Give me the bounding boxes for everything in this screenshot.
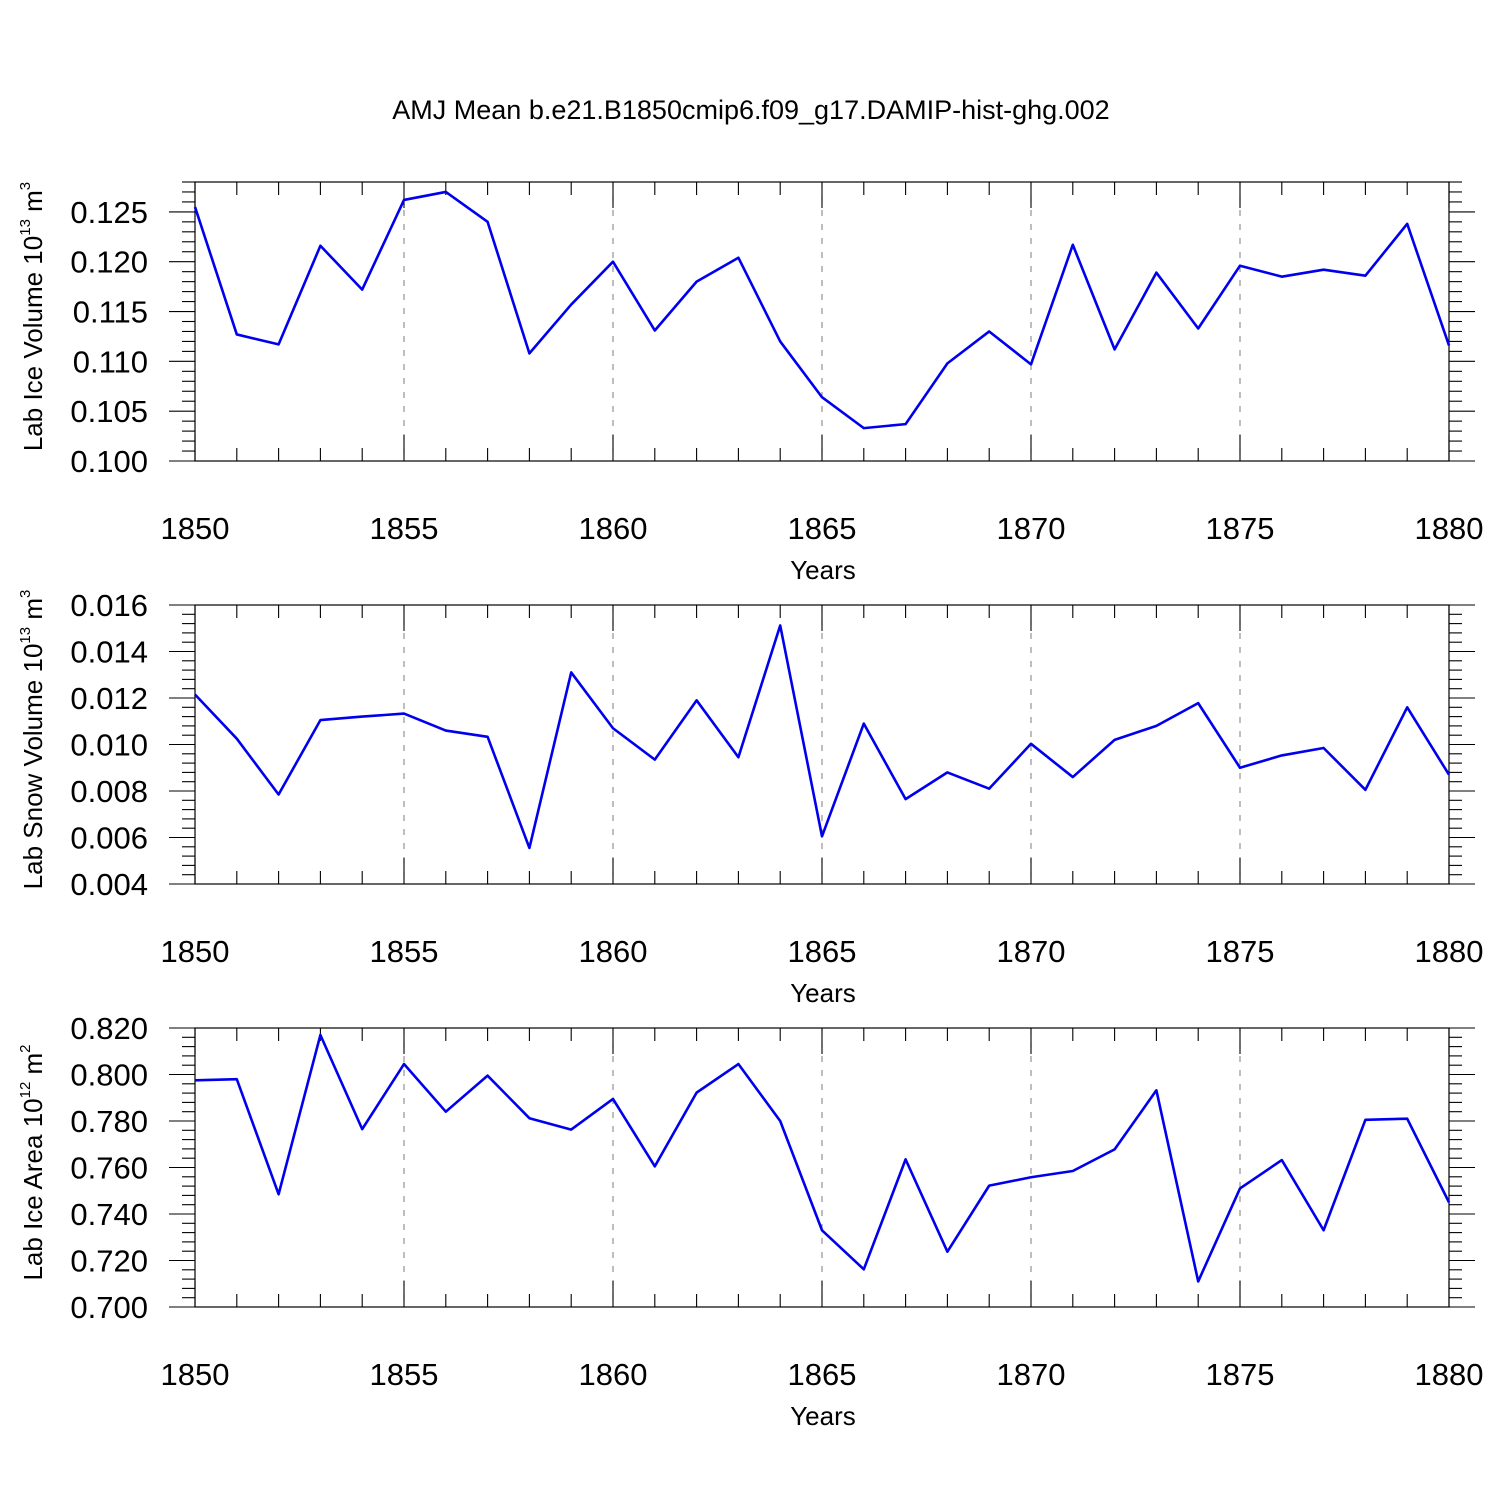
figure-title: AMJ Mean b.e21.B1850cmip6.f09_g17.DAMIP-… [392,95,1109,125]
x-tick-label: 1865 [788,511,857,546]
x-axis-label: Years [790,1401,856,1431]
y-tick-label: 0.125 [70,195,148,230]
x-tick-label: 1870 [997,1357,1066,1392]
y-tick-label: 0.740 [70,1197,148,1232]
y-tick-label: 0.820 [70,1011,148,1046]
x-tick-label: 1880 [1415,934,1484,969]
panels: 0.100 0.105 0.110 0.115 0.120 0.125 1850 1855 18… [17,181,1484,1431]
y-axis-label-exponent: 13 [17,219,34,236]
y-tick-label: 0.780 [70,1104,148,1139]
x-tick-label: 1850 [161,934,230,969]
x-tick-label: 1865 [788,934,857,969]
x-tick-label: 1860 [579,934,648,969]
y-tick-label: 0.800 [70,1058,148,1093]
x-tick-label: 1880 [1415,1357,1484,1392]
x-tick-label: 1855 [370,511,439,546]
y-axis-label-unit: m [18,598,48,627]
y-tick-label: 0.760 [70,1151,148,1186]
y-axis-label-exponent: 13 [17,627,34,644]
y-axis-label-text: Lab Ice Volume 10 [18,236,48,451]
y-tick-label: 0.012 [70,681,148,716]
y-tick-label: 0.120 [70,245,148,280]
y-tick-label: 0.006 [70,821,148,856]
y-axis-label-text: Lab Snow Volume 10 [18,644,48,890]
x-tick-label: 1875 [1206,511,1275,546]
x-tick-label: 1865 [788,1357,857,1392]
x-tick-label: 1875 [1206,934,1275,969]
y-axis-label-unit: m [18,190,48,219]
y-axis-label-unit-exponent: 3 [17,590,34,598]
chart-panel-2: 0.004 0.006 0.008 0.010 0.012 0.014 0.016 1850 1… [17,588,1483,1008]
y-tick-label: 0.720 [70,1244,148,1279]
plot-frame [194,604,1450,885]
x-tick-label: 1870 [997,934,1066,969]
y-axis-label: Lab Ice Area 1012 m2 [17,1044,48,1280]
chart-panel-1: 0.100 0.105 0.110 0.115 0.120 0.125 1850 1855 18… [17,181,1484,585]
y-tick-label: 0.105 [70,394,148,429]
plot-frame [194,1027,1450,1308]
y-axis-label: Lab Snow Volume 1013 m3 [17,590,48,890]
chart-panel-3: 0.700 0.720 0.740 0.760 0.780 0.800 0.820 1850 1… [17,1011,1483,1431]
y-axis-label-unit: m [18,1053,48,1082]
y-tick-label: 0.016 [70,588,148,623]
y-tick-label: 0.008 [70,774,148,809]
x-tick-label: 1875 [1206,1357,1275,1392]
y-tick-label: 0.115 [73,295,148,330]
series-line [194,624,1451,850]
y-tick-label: 0.014 [70,635,148,670]
y-tick-label: 0.100 [70,444,148,479]
x-tick-label: 1850 [161,1357,230,1392]
x-tick-label: 1855 [370,1357,439,1392]
x-tick-label: 1855 [370,934,439,969]
x-tick-label: 1870 [997,511,1066,546]
y-axis-label: Lab Ice Volume 1013 m3 [17,182,48,451]
plot-frame [194,181,1450,462]
x-axis-label: Years [790,978,856,1008]
y-axis-label-unit-exponent: 2 [17,1044,34,1052]
y-tick-label: 0.110 [73,344,148,379]
x-axis-label: Years [790,555,856,585]
y-axis-label-unit-exponent: 3 [17,182,34,190]
y-tick-label: 0.010 [70,728,148,763]
series-line [193,190,1451,430]
x-tick-label: 1860 [579,511,648,546]
x-tick-label: 1850 [161,511,230,546]
series-line [194,1033,1451,1283]
y-tick-label: 0.700 [70,1290,148,1325]
y-tick-label: 0.004 [70,867,148,902]
x-tick-label: 1860 [579,1357,648,1392]
x-tick-label: 1880 [1415,511,1484,546]
y-axis-label-text: Lab Ice Area 10 [18,1098,48,1280]
y-axis-label-exponent: 12 [17,1082,34,1099]
